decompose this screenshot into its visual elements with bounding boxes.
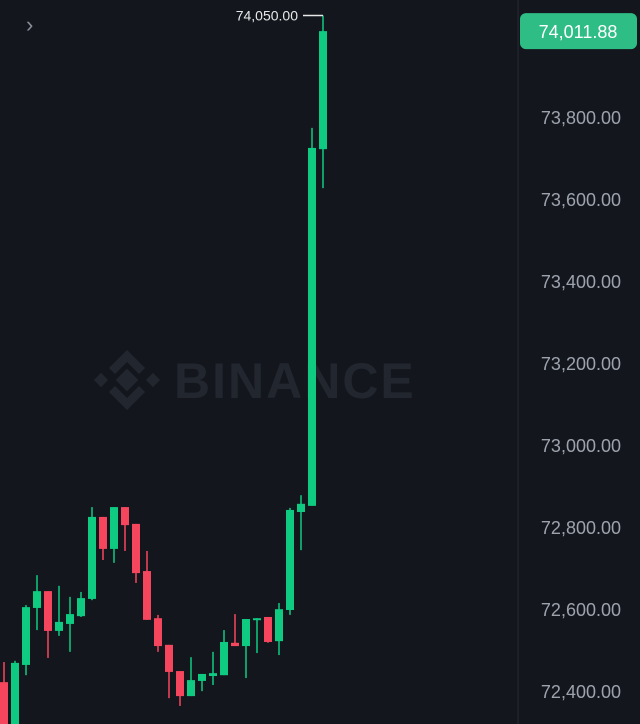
high-marker: 74,050.00 [236,7,323,23]
y-tick-label: 72,400.00 [541,682,621,702]
last-price-tag: 74,011.88 [520,13,637,50]
candle [0,662,8,724]
candle [297,495,305,551]
candle-body [0,682,8,724]
candle-body [22,607,30,665]
candle-body [286,509,294,610]
binance-logo-icon [93,350,161,410]
candle [253,618,261,654]
price-axis[interactable]: 72,400.00 72,600.00 72,800.00 73,000.00 73,2… [541,108,621,702]
candle-body [264,616,272,642]
chevron-right-icon[interactable]: › [26,12,34,37]
candle-body [99,516,107,549]
candle [88,507,96,601]
candle [220,630,228,676]
candle [99,516,107,560]
candle-body [11,662,19,724]
candle [66,596,74,652]
candle [176,671,184,706]
y-tick-label: 72,600.00 [541,600,621,620]
candle [55,585,63,636]
candle-body [176,671,184,697]
candle [110,507,118,563]
binance-watermark: BINANCE [93,350,416,410]
y-tick-label: 72,800.00 [541,518,621,538]
candle [154,614,162,652]
candle-body [143,571,151,620]
candle-body [33,591,41,608]
last-price-tag-bg [520,13,637,50]
candle [165,644,173,699]
candle [275,603,283,656]
candle [308,127,316,506]
candle [11,660,19,724]
candle-body [187,680,195,697]
candle-body [209,673,217,677]
candle-body [110,507,118,549]
candle [319,15,327,189]
candle [231,614,239,647]
candle-body [121,507,129,526]
candle [264,616,272,643]
candle [242,619,250,679]
candle-body [231,642,239,647]
y-tick-label: 73,600.00 [541,190,621,210]
candle-body [198,673,206,681]
candle [209,651,217,686]
candle-body [44,591,52,631]
candle-body [77,598,85,617]
candle-body [165,644,173,672]
candle [198,673,206,692]
y-tick-label: 73,400.00 [541,272,621,292]
candle [22,605,30,676]
candle-body [220,641,228,676]
last-price-label: 74,011.88 [539,22,618,42]
candle [77,591,85,617]
candle-body [253,618,261,621]
candles [0,15,327,724]
candle-body [132,523,140,574]
candle [121,507,129,551]
candle-body [88,516,96,599]
candle [187,657,195,697]
candle [132,523,140,583]
candle-body [154,618,162,647]
candle [33,575,41,631]
candle-body [308,147,316,506]
candle [286,507,294,615]
candle-body [242,619,250,647]
candle-body [55,621,63,631]
y-tick-label: 73,000.00 [541,436,621,456]
y-tick-label: 73,200.00 [541,354,621,374]
high-marker-label: 74,050.00 [236,7,298,23]
y-tick-label: 73,800.00 [541,108,621,128]
candle-body [297,503,305,513]
candle-body [66,614,74,624]
candle [44,591,52,658]
candle-body [319,31,327,150]
watermark-text: BINANCE [174,353,416,409]
candle [143,550,151,620]
candle-body [275,609,283,642]
